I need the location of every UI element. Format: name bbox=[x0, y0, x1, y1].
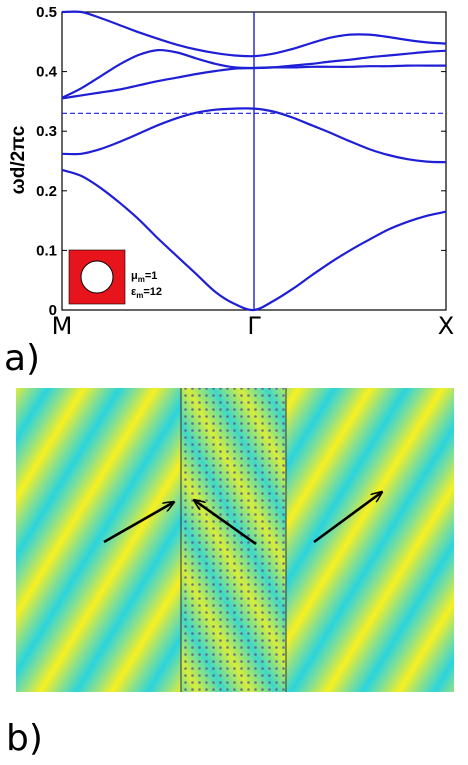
panel-label-b: b) bbox=[6, 718, 43, 759]
bands bbox=[61, 10, 447, 312]
rod-circle bbox=[80, 260, 114, 294]
y-ticks: 0 0.1 0.2 0.3 0.4 0.5 bbox=[36, 4, 446, 319]
x-tick-label: M bbox=[52, 312, 73, 340]
incident-arrow bbox=[103, 502, 174, 544]
transmitted-arrow bbox=[313, 492, 382, 544]
band-diagram: 0 0.1 0.2 0.3 0.4 0.5 M Γ X ωd/2πc μm=1 εm=12 bbox=[8, 4, 454, 340]
panel-label-a: a) bbox=[4, 338, 40, 379]
y-tick-label: 0.2 bbox=[36, 183, 57, 200]
band-1 bbox=[61, 168, 447, 312]
slab-dots bbox=[181, 388, 286, 692]
mu-label: μm=1 bbox=[131, 270, 157, 284]
band-4 bbox=[61, 48, 447, 99]
refracted-arrow bbox=[194, 500, 257, 546]
unit-cell-inset: μm=1 εm=12 bbox=[68, 249, 162, 305]
y-tick-label: 0.1 bbox=[36, 242, 57, 259]
y-tick-label: 0.5 bbox=[36, 4, 57, 21]
x-tick-label: X bbox=[438, 312, 454, 340]
y-tick-label: 0 bbox=[49, 302, 57, 319]
x-tick-label: Γ bbox=[247, 312, 261, 340]
band-2 bbox=[61, 107, 447, 164]
epsilon-label: εm=12 bbox=[131, 286, 162, 300]
y-tick-label: 0.3 bbox=[36, 123, 57, 140]
field-map bbox=[16, 388, 454, 692]
y-tick-label: 0.4 bbox=[36, 64, 58, 81]
y-axis-label: ωd/2πc bbox=[8, 125, 29, 194]
band-5 bbox=[61, 10, 447, 58]
